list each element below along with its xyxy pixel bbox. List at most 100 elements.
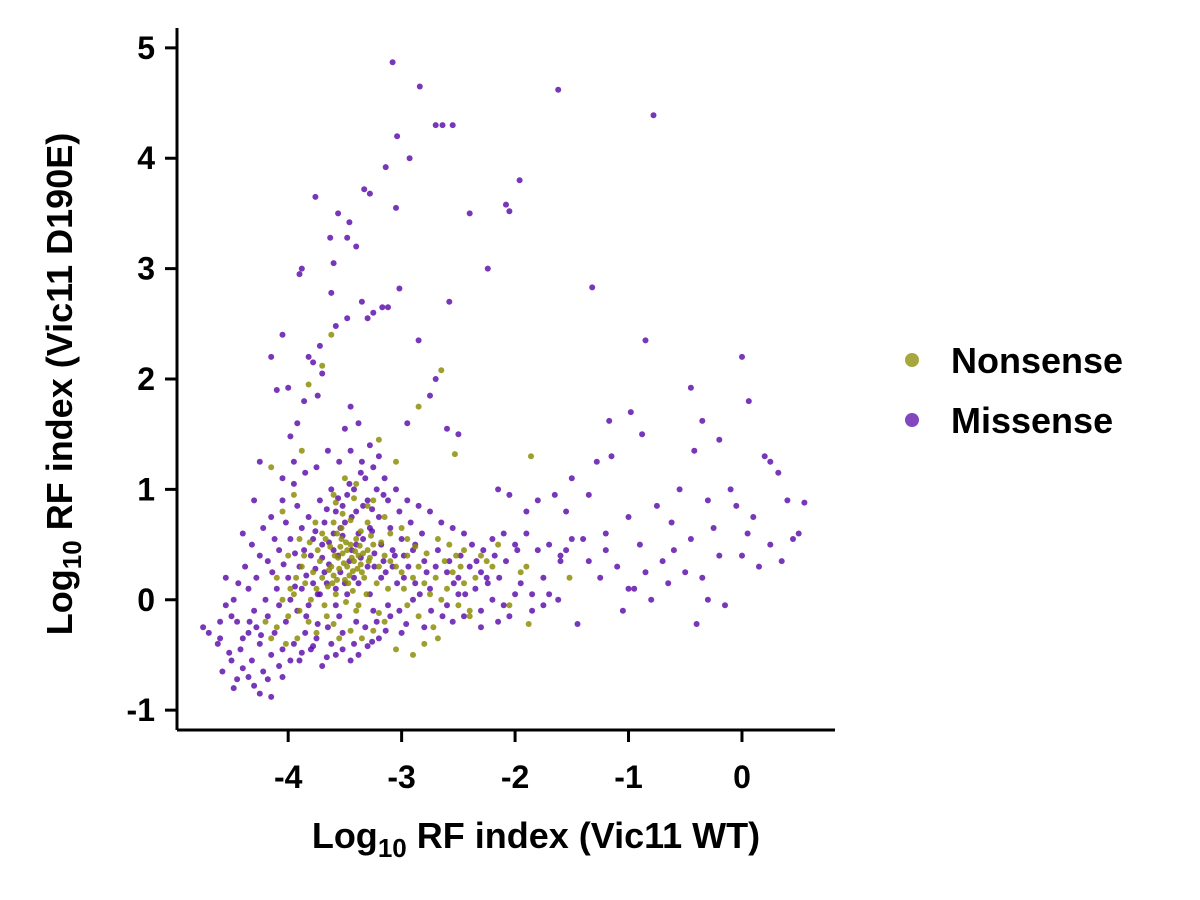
data-point-nonsense — [313, 585, 320, 592]
data-point-missense — [642, 569, 649, 576]
data-point-missense — [260, 668, 267, 675]
data-point-nonsense — [352, 548, 359, 555]
data-point-missense — [228, 657, 235, 664]
data-point-missense — [756, 563, 762, 570]
data-point-missense — [767, 541, 774, 548]
data-point-nonsense — [446, 541, 453, 548]
data-point-missense — [775, 469, 782, 476]
x-axis-title-subscript: 10 — [378, 833, 407, 863]
data-point-missense — [271, 629, 278, 636]
data-point-missense — [351, 486, 357, 493]
data-point-nonsense — [268, 464, 275, 471]
data-point-missense — [287, 596, 294, 603]
data-point-missense — [251, 497, 258, 504]
data-point-missense — [341, 425, 348, 432]
data-point-missense — [271, 536, 278, 542]
y-tick-label: 0 — [137, 582, 155, 618]
data-point-missense — [551, 491, 558, 498]
data-point-missense — [351, 574, 357, 581]
data-point-missense — [699, 417, 706, 424]
data-point-nonsense — [364, 519, 371, 526]
data-point-missense — [446, 558, 453, 565]
data-point-missense — [653, 502, 660, 509]
data-point-missense — [375, 514, 382, 520]
data-point-missense — [382, 627, 389, 634]
data-point-missense — [434, 547, 441, 554]
data-point-missense — [369, 506, 376, 513]
data-point-missense — [276, 663, 283, 669]
data-point-missense — [691, 447, 698, 454]
data-point-missense — [301, 547, 308, 554]
data-point-nonsense — [363, 591, 370, 598]
data-point-nonsense — [472, 574, 479, 581]
data-point-nonsense — [357, 528, 364, 535]
data-point-missense — [314, 591, 321, 598]
data-point-missense — [312, 528, 319, 535]
data-point-missense — [313, 635, 320, 642]
data-point-missense — [614, 563, 621, 570]
data-point-missense — [307, 552, 314, 559]
data-point-nonsense — [353, 536, 360, 542]
data-point-nonsense — [404, 602, 411, 609]
data-point-nonsense — [305, 618, 312, 625]
data-point-missense — [439, 122, 446, 129]
data-point-nonsense — [343, 539, 349, 546]
data-point-nonsense — [339, 510, 346, 517]
data-point-missense — [557, 558, 564, 565]
data-point-nonsense — [349, 568, 356, 575]
data-point-missense — [489, 596, 496, 603]
data-point-missense — [439, 613, 446, 620]
data-point-missense — [222, 574, 229, 581]
data-point-nonsense — [444, 585, 450, 592]
data-point-missense — [636, 541, 643, 548]
y-tick-label: 3 — [137, 251, 155, 287]
data-point-missense — [269, 569, 276, 576]
data-point-missense — [722, 602, 728, 609]
data-point-missense — [234, 618, 241, 625]
data-point-missense — [380, 558, 387, 565]
legend-label-missense: Missense — [951, 400, 1113, 441]
data-point-missense — [512, 591, 519, 598]
data-point-missense — [484, 580, 491, 587]
data-point-missense — [631, 585, 638, 592]
data-point-missense — [296, 657, 303, 664]
data-point-missense — [362, 475, 369, 482]
data-point-missense — [491, 552, 498, 559]
data-point-missense — [523, 508, 530, 515]
x-tick-label: -1 — [614, 759, 642, 795]
data-point-missense — [761, 453, 768, 460]
data-point-missense — [665, 580, 672, 587]
data-point-missense — [327, 234, 334, 241]
data-point-missense — [503, 558, 509, 565]
data-point-missense — [495, 486, 502, 493]
data-point-missense — [369, 638, 376, 645]
data-point-nonsense — [453, 552, 460, 559]
data-point-nonsense — [296, 607, 303, 614]
data-point-missense — [346, 219, 353, 226]
data-point-nonsense — [313, 629, 320, 636]
data-point-missense — [687, 536, 694, 542]
y-tick-label: -1 — [127, 692, 155, 728]
data-point-missense — [364, 315, 371, 322]
data-point-nonsense — [282, 640, 289, 647]
data-point-missense — [335, 210, 342, 217]
data-point-nonsense — [525, 621, 532, 627]
data-point-missense — [323, 506, 330, 513]
data-point-missense — [339, 629, 346, 636]
data-point-missense — [353, 618, 360, 625]
data-point-missense — [253, 624, 260, 631]
data-point-missense — [778, 558, 785, 565]
data-point-missense — [310, 359, 317, 366]
data-point-missense — [285, 384, 292, 391]
data-point-nonsense — [338, 536, 345, 542]
data-point-missense — [239, 530, 246, 537]
data-point-missense — [298, 649, 305, 656]
data-point-nonsense — [287, 585, 294, 592]
data-point-missense — [336, 613, 343, 620]
data-point-nonsense — [489, 563, 496, 570]
y-tick-label: 5 — [137, 30, 155, 66]
data-point-nonsense — [306, 539, 313, 546]
data-point-missense — [733, 502, 740, 509]
data-point-nonsense — [355, 602, 362, 609]
